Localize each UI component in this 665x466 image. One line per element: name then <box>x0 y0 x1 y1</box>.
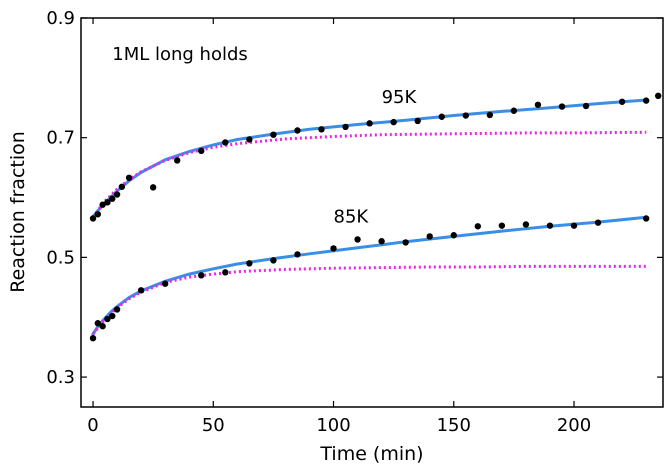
axis-ticks <box>81 17 663 407</box>
data-point <box>104 315 111 323</box>
tick-labels: 0 50 100 150 200 0.3 0.5 0.7 0.9 <box>46 8 591 436</box>
fit-curve-dotted <box>91 264 647 335</box>
data-point <box>198 272 205 279</box>
data-point <box>294 251 301 258</box>
data-point <box>642 97 650 104</box>
data-point <box>222 269 229 276</box>
y-tick-label: 0.5 <box>46 247 75 268</box>
fit-curves <box>91 98 648 336</box>
data-point <box>149 184 157 191</box>
plot-frame <box>80 17 664 408</box>
data-point <box>570 222 578 229</box>
data-point <box>104 199 111 206</box>
data-point <box>246 136 253 143</box>
data-point <box>486 111 494 119</box>
y-axis-label: Reaction fraction <box>7 131 29 293</box>
data-point <box>414 117 421 125</box>
data-point <box>654 92 662 100</box>
data-point <box>366 120 373 127</box>
data-point <box>109 195 116 202</box>
data-point <box>294 127 301 134</box>
data-point <box>378 238 385 245</box>
annotation-95k: 95K <box>382 87 418 108</box>
data-point <box>94 211 102 218</box>
data-point <box>99 323 106 330</box>
fit-curve-dotted <box>91 130 647 218</box>
x-axis-label: Time (min) <box>319 443 423 465</box>
data-point <box>109 312 116 320</box>
data-point <box>270 131 277 138</box>
x-tick-label: 0 <box>87 415 98 436</box>
data-point <box>462 112 469 119</box>
data-point <box>89 215 97 222</box>
data-point <box>522 221 530 228</box>
data-point <box>474 223 482 230</box>
fit-curve-solid <box>91 215 648 336</box>
data-point <box>125 174 133 181</box>
data-point <box>342 123 349 131</box>
x-tick-label: 150 <box>437 415 471 436</box>
data-point <box>558 103 566 110</box>
data-point <box>594 219 602 226</box>
data-point <box>137 287 145 294</box>
data-point <box>426 233 433 240</box>
data-point <box>546 222 554 229</box>
data-point <box>450 232 457 239</box>
annotation-85k: 85K <box>334 207 370 228</box>
x-tick-label: 50 <box>202 415 225 436</box>
data-point <box>99 201 106 208</box>
data-point <box>354 236 361 243</box>
x-tick-label: 100 <box>316 415 350 436</box>
data-point <box>222 139 229 146</box>
data-point <box>89 334 97 342</box>
y-tick-label: 0.7 <box>46 128 75 149</box>
data-points <box>89 92 662 342</box>
data-point <box>198 147 205 155</box>
y-tick-label: 0.9 <box>46 8 75 29</box>
data-point <box>270 257 277 264</box>
data-point <box>118 183 126 190</box>
data-point <box>618 98 626 105</box>
data-point <box>510 107 518 114</box>
y-tick-label: 0.3 <box>46 367 75 388</box>
annotation-title: 1ML long holds <box>112 44 248 65</box>
data-point <box>113 306 121 313</box>
x-tick-label: 200 <box>557 415 591 436</box>
data-point <box>642 215 650 222</box>
data-point <box>173 157 181 164</box>
data-point <box>402 239 409 246</box>
data-point <box>161 280 169 287</box>
data-point <box>318 126 325 133</box>
data-point <box>390 118 397 126</box>
data-point <box>330 245 337 252</box>
data-point <box>534 101 542 108</box>
data-point <box>113 191 121 198</box>
data-point <box>94 320 102 327</box>
data-point <box>582 102 590 110</box>
data-point <box>438 113 445 120</box>
data-point <box>498 222 506 229</box>
data-point <box>246 260 253 267</box>
